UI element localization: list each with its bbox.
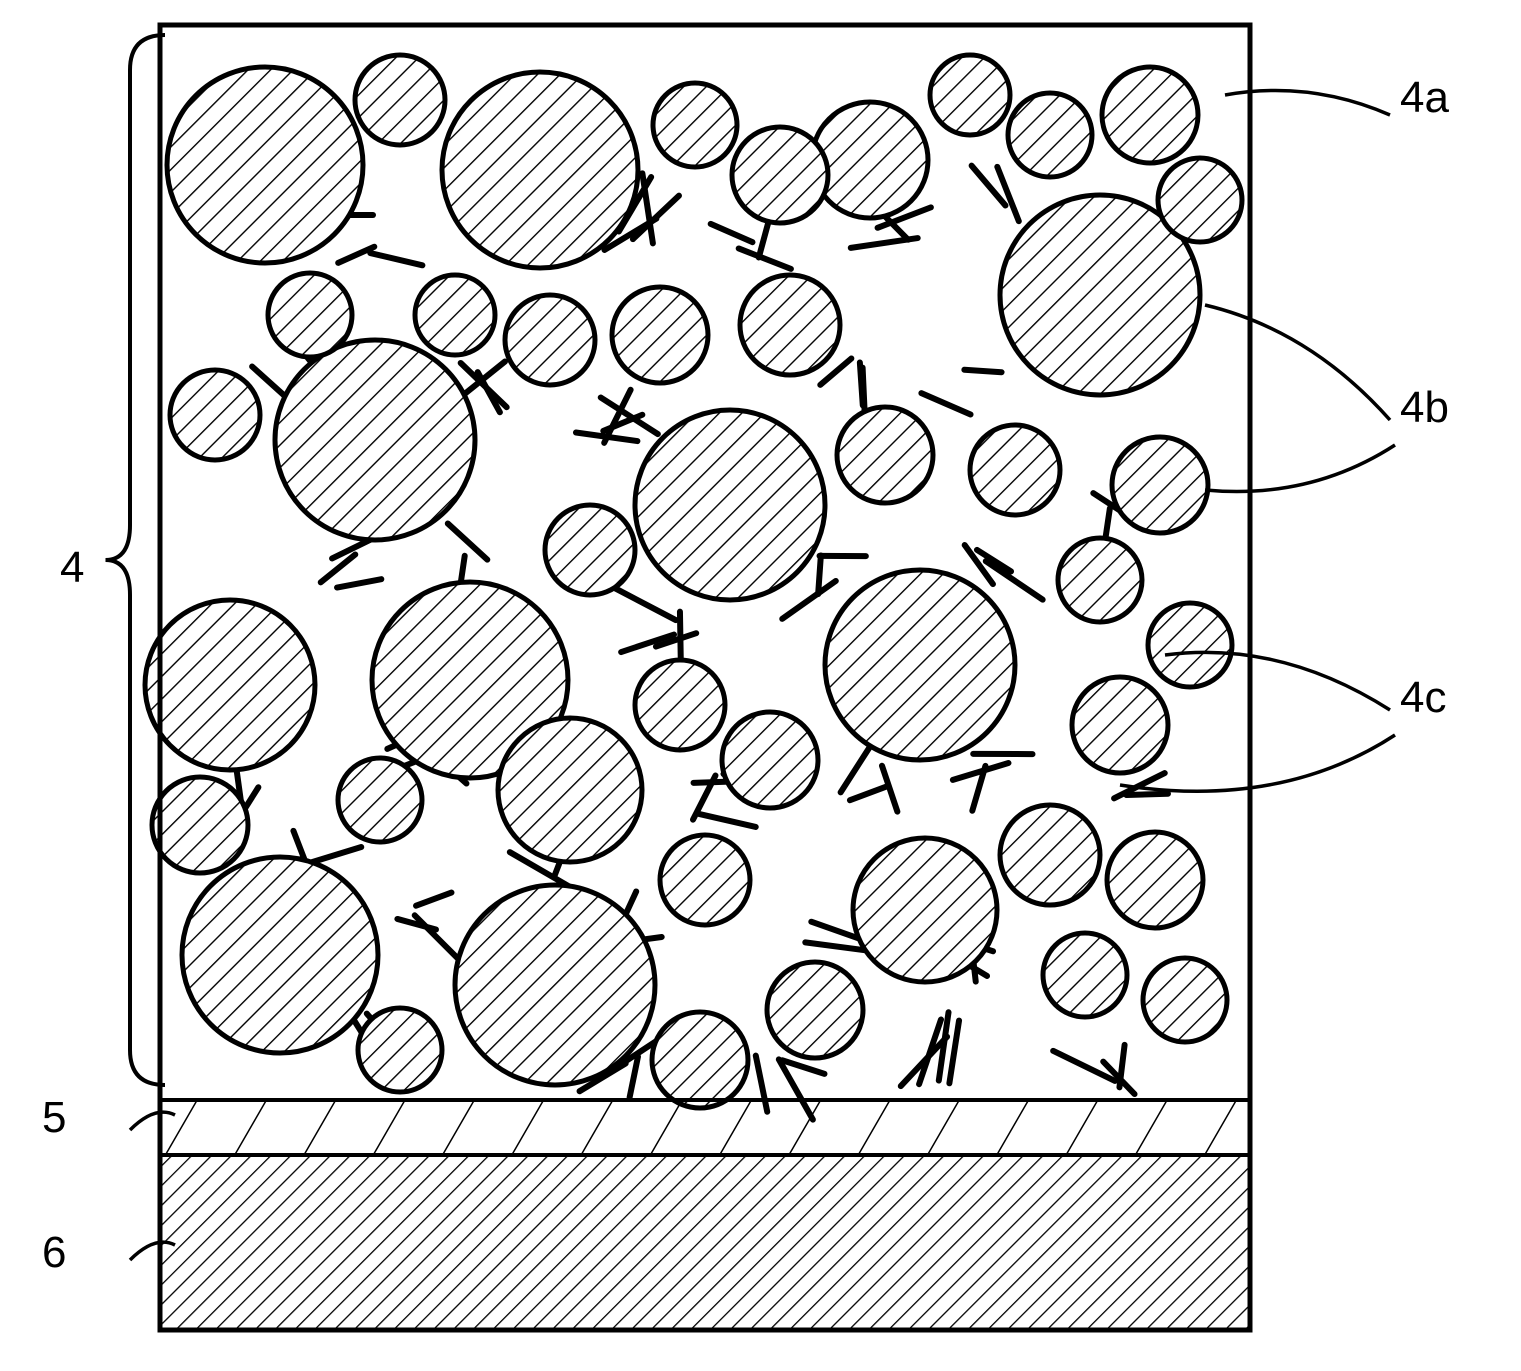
label-5: 5 — [42, 1093, 66, 1143]
diagram-container — [0, 0, 1521, 1371]
label-4b: 4b — [1400, 383, 1449, 433]
cross-section-svg — [0, 0, 1521, 1371]
label-6: 6 — [42, 1228, 66, 1278]
label-4: 4 — [60, 543, 84, 593]
label-4a: 4a — [1400, 73, 1449, 123]
label-4c: 4c — [1400, 673, 1446, 723]
